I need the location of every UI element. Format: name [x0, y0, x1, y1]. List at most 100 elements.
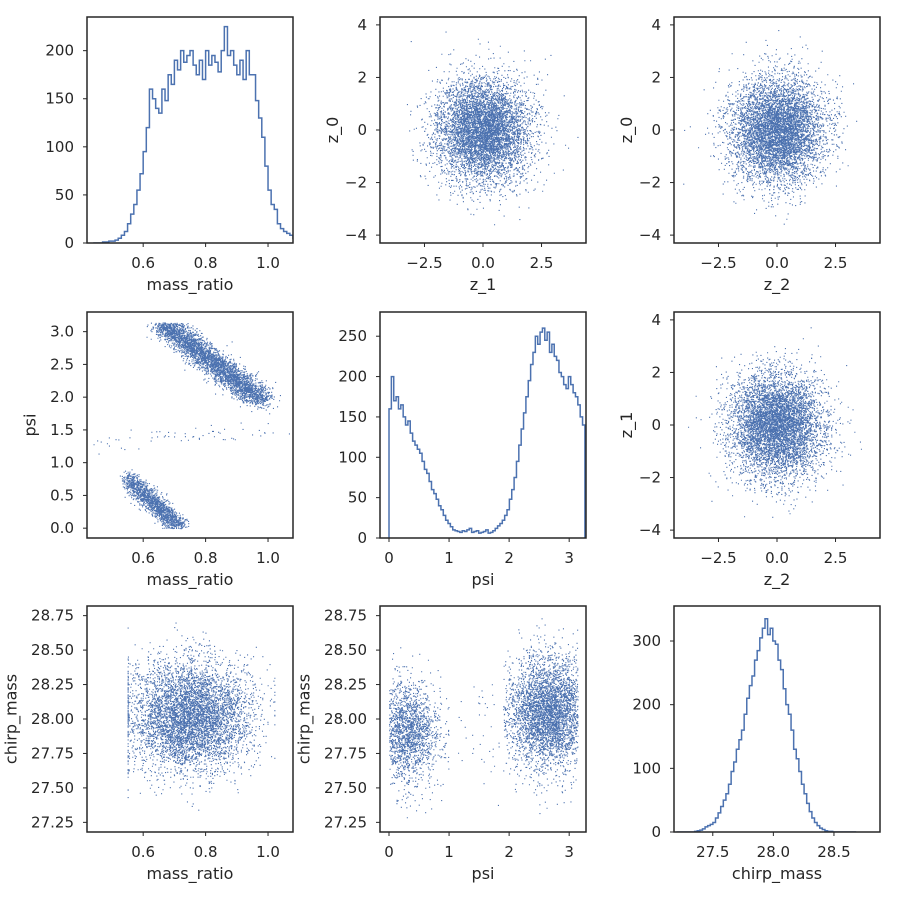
y-tick-label: 100 [45, 138, 74, 156]
y-tick-label: 0 [64, 234, 74, 252]
y-axis-label: z_0 [617, 117, 637, 144]
plot-frame [86, 16, 294, 244]
plot-area [683, 30, 858, 225]
y-tick-label: 28.00 [31, 710, 74, 728]
y-tick-label: 200 [338, 368, 367, 386]
panel-5: 0 1 2 3 0 50 100 150 200 250 psi [338, 311, 587, 589]
y-tick-label: 3.0 [50, 323, 74, 341]
x-axis-label: psi [472, 864, 495, 883]
y-tick-label: 2.0 [50, 388, 74, 406]
panel-9: 27.5 28.0 28.5 0 100 200 300 chirp_mass [632, 605, 881, 884]
y-tick-label: −2 [345, 174, 367, 192]
y-tick-label: 28.75 [324, 607, 367, 625]
y-axis-label: chirp_mass [295, 674, 315, 764]
y-tick-label: 4 [651, 311, 661, 329]
x-axis-label: mass_ratio [147, 570, 234, 590]
y-tick-label: 28.25 [324, 676, 367, 694]
y-tick-label: 0 [651, 823, 661, 841]
x-tick-label: 0.6 [131, 254, 155, 272]
y-tick-label: 300 [632, 632, 661, 650]
x-tick-label: 2.5 [824, 549, 848, 567]
y-tick-label: 2 [357, 68, 367, 86]
y-tick-label: 2.5 [50, 355, 74, 373]
histogram-step-line [676, 617, 857, 832]
x-tick-label: 0.6 [131, 549, 155, 567]
x-tick-label: −2.5 [700, 549, 736, 567]
y-tick-label: 0 [357, 121, 367, 139]
y-tick-label: 28.25 [31, 676, 74, 694]
plot-area [93, 322, 293, 530]
y-tick-label: 28.50 [324, 641, 367, 659]
scatter-points [127, 622, 276, 811]
x-tick-label: 0 [384, 549, 394, 567]
y-axis-label: psi [21, 414, 40, 437]
x-tick-label: 1.0 [256, 254, 280, 272]
panel-1: 0.6 0.8 1.0 0 50 100 150 200 mass_ratio [45, 16, 294, 295]
y-tick-label: 0.5 [50, 486, 74, 504]
y-tick-label: −4 [345, 226, 367, 244]
plot-area [406, 31, 579, 226]
plot-area [93, 25, 293, 243]
panel-8: 0 1 2 3 27.25 27.50 27.75 28.00 28.25 28.50 28.75 p… [295, 605, 587, 883]
y-tick-label: 28.00 [324, 710, 367, 728]
histogram-step-line [93, 25, 293, 243]
y-tick-label: 0.0 [50, 519, 74, 537]
x-tick-label: 0.0 [765, 254, 789, 272]
y-tick-label: −4 [639, 226, 661, 244]
scatter-points [688, 327, 862, 518]
y-tick-label: 150 [45, 90, 74, 108]
plot-frame [673, 605, 881, 833]
panel-7: 0.6 0.8 1.0 27.25 27.50 27.75 28.00 28.25 28.50 2… [2, 605, 294, 884]
y-tick-label: 27.25 [31, 813, 74, 831]
x-axis-label: mass_ratio [147, 864, 234, 884]
x-tick-label: 2 [504, 843, 514, 861]
scatter-points [389, 618, 579, 819]
y-tick-label: 28.50 [31, 641, 74, 659]
histogram-step-line [388, 327, 586, 538]
y-tick-label: 50 [348, 489, 367, 507]
x-tick-label: 27.5 [696, 843, 729, 861]
y-tick-label: 0 [651, 121, 661, 139]
scatter-points [93, 322, 293, 530]
scatter-points [406, 31, 579, 226]
panel-3: −2.5 0.0 2.5 −4 −2 0 2 4 z_2 z_0 [617, 16, 881, 295]
panel-2: −2.5 0.0 2.5 −4 −2 0 2 4 z_1 z_0 [323, 16, 587, 295]
y-tick-label: 0 [357, 529, 367, 547]
x-tick-label: −2.5 [700, 254, 736, 272]
y-tick-label: 1.5 [50, 421, 74, 439]
x-axis-label: z_1 [470, 275, 497, 295]
x-axis-label: psi [472, 570, 495, 589]
plot-frame [379, 311, 587, 539]
x-tick-label: 1.0 [256, 843, 280, 861]
x-tick-label: 28.0 [757, 843, 790, 861]
x-tick-label: −2.5 [406, 254, 442, 272]
plot-area [688, 327, 862, 518]
y-tick-label: 27.75 [31, 744, 74, 762]
x-tick-label: 3 [564, 549, 574, 567]
y-tick-label: 150 [338, 408, 367, 426]
x-tick-label: 0 [384, 843, 394, 861]
panel-4: 0.6 0.8 1.0 0.0 0.5 1.0 1.5 2.0 2.5 3.0 mass_ratio… [21, 311, 294, 590]
x-tick-label: 2 [504, 549, 514, 567]
x-tick-label: 0.8 [194, 843, 218, 861]
x-tick-label: 0.0 [765, 549, 789, 567]
x-tick-label: 0.0 [471, 254, 495, 272]
plot-frame [86, 311, 294, 539]
y-axis-label: z_0 [323, 117, 343, 144]
plot-area [389, 618, 579, 819]
y-tick-label: −2 [639, 469, 661, 487]
y-tick-label: 200 [45, 42, 74, 60]
y-tick-label: 4 [651, 16, 661, 34]
x-tick-label: 1.0 [256, 549, 280, 567]
plot-area [676, 617, 857, 832]
x-tick-label: 1 [444, 843, 454, 861]
y-tick-label: 100 [632, 759, 661, 777]
x-tick-label: 0.8 [194, 549, 218, 567]
x-tick-label: 2.5 [530, 254, 554, 272]
y-axis-label: z_1 [617, 412, 637, 439]
y-tick-label: 27.75 [324, 744, 367, 762]
x-axis-label: z_2 [764, 570, 791, 590]
x-tick-label: 2.5 [824, 254, 848, 272]
plot-area [388, 327, 586, 538]
